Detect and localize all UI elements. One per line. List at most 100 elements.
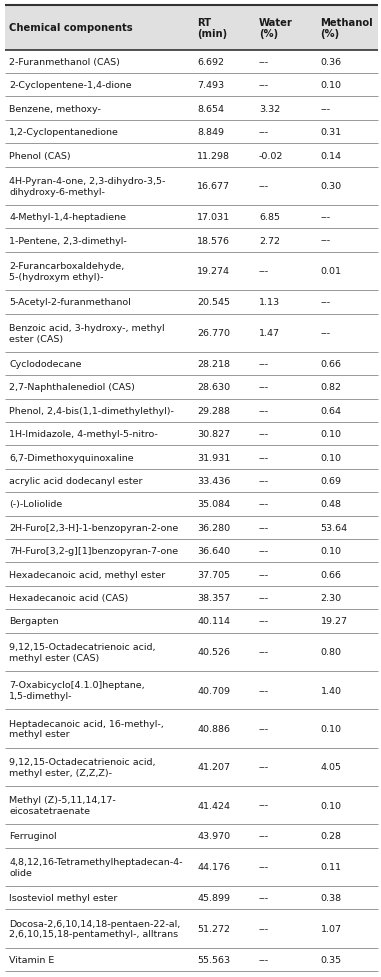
Text: 1.47: 1.47 (259, 329, 280, 338)
Text: 0.10: 0.10 (320, 724, 341, 733)
Text: ---: --- (259, 547, 269, 556)
Text: 0.10: 0.10 (320, 453, 341, 462)
Text: Docosa-2,6,10,14,18-pentaen-22-al,
2,6,10,15,18-pentamethyl-, alltrans: Docosa-2,6,10,14,18-pentaen-22-al, 2,6,1… (9, 918, 180, 938)
Text: 0.01: 0.01 (320, 267, 341, 276)
Text: 1-Pentene, 2,3-dimethyl-: 1-Pentene, 2,3-dimethyl- (9, 236, 127, 245)
Text: 1.40: 1.40 (320, 686, 341, 695)
Text: 40.114: 40.114 (197, 616, 231, 626)
Text: ---: --- (259, 128, 269, 137)
Text: 2.30: 2.30 (320, 593, 342, 603)
Text: ---: --- (259, 453, 269, 462)
Text: 0.14: 0.14 (320, 151, 341, 160)
Text: Isosteviol methyl ester: Isosteviol methyl ester (9, 893, 117, 902)
Text: ---: --- (259, 762, 269, 772)
Text: 36.280: 36.280 (197, 524, 231, 532)
Text: 0.80: 0.80 (320, 648, 341, 657)
Text: ---: --- (259, 571, 269, 579)
Text: ---: --- (259, 58, 269, 66)
Text: 4.05: 4.05 (320, 762, 341, 772)
Text: 0.10: 0.10 (320, 801, 341, 810)
Text: 0.31: 0.31 (320, 128, 342, 137)
Text: ---: --- (259, 81, 269, 90)
Text: 0.64: 0.64 (320, 406, 341, 415)
Text: 1H-Imidazole, 4-methyl-5-nitro-: 1H-Imidazole, 4-methyl-5-nitro- (9, 430, 158, 439)
Text: Hexadecanoic acid (CAS): Hexadecanoic acid (CAS) (9, 593, 128, 603)
Text: 18.576: 18.576 (197, 236, 231, 245)
Text: 6.85: 6.85 (259, 213, 280, 222)
Text: 2-Furanmethanol (CAS): 2-Furanmethanol (CAS) (9, 58, 120, 66)
Text: ---: --- (320, 329, 331, 338)
Text: 11.298: 11.298 (197, 151, 231, 160)
Text: 2H-Furo[2,3-H]-1-benzopyran-2-one: 2H-Furo[2,3-H]-1-benzopyran-2-one (9, 524, 178, 532)
Text: 28.630: 28.630 (197, 383, 231, 392)
Text: 40.709: 40.709 (197, 686, 231, 695)
Bar (5, 6, 378, 51)
Text: 33.436: 33.436 (197, 477, 231, 486)
Text: Methanol
(%): Methanol (%) (320, 18, 373, 39)
Text: 4-Methyl-1,4-heptadiene: 4-Methyl-1,4-heptadiene (9, 213, 126, 222)
Text: 0.66: 0.66 (320, 571, 341, 579)
Text: 0.66: 0.66 (320, 360, 341, 368)
Text: (-)-Loliolide: (-)-Loliolide (9, 500, 62, 509)
Text: ---: --- (259, 648, 269, 657)
Text: Heptadecanoic acid, 16-methyl-,
methyl ester: Heptadecanoic acid, 16-methyl-, methyl e… (9, 719, 164, 739)
Text: ---: --- (320, 213, 331, 222)
Text: 36.640: 36.640 (197, 547, 231, 556)
Text: 0.10: 0.10 (320, 547, 341, 556)
Text: 51.272: 51.272 (197, 924, 231, 933)
Text: Cyclododecane: Cyclododecane (9, 360, 82, 368)
Text: 1.07: 1.07 (320, 924, 341, 933)
Text: 8.849: 8.849 (197, 128, 224, 137)
Text: 41.207: 41.207 (197, 762, 231, 772)
Text: Hexadecanoic acid, methyl ester: Hexadecanoic acid, methyl ester (9, 571, 165, 579)
Text: 26.770: 26.770 (197, 329, 231, 338)
Text: ---: --- (259, 500, 269, 509)
Text: 0.69: 0.69 (320, 477, 341, 486)
Text: RT
(min): RT (min) (197, 18, 227, 39)
Text: Phenol (CAS): Phenol (CAS) (9, 151, 70, 160)
Text: 20.545: 20.545 (197, 298, 231, 307)
Text: 6,7-Dimethoxyquinoxaline: 6,7-Dimethoxyquinoxaline (9, 453, 134, 462)
Text: 29.288: 29.288 (197, 406, 231, 415)
Text: 8.654: 8.654 (197, 105, 224, 113)
Text: 0.10: 0.10 (320, 430, 341, 439)
Text: ---: --- (259, 267, 269, 276)
Text: 0.11: 0.11 (320, 863, 341, 871)
Text: ---: --- (259, 430, 269, 439)
Text: ---: --- (259, 955, 269, 964)
Text: 41.424: 41.424 (197, 801, 231, 810)
Text: acrylic acid dodecanyl ester: acrylic acid dodecanyl ester (9, 477, 142, 486)
Text: ---: --- (320, 298, 331, 307)
Text: Methyl (Z)-5,11,14,17-
eicosatetraenate: Methyl (Z)-5,11,14,17- eicosatetraenate (9, 795, 116, 815)
Text: Bergapten: Bergapten (9, 616, 59, 626)
Text: 2,7-Naphthalenediol (CAS): 2,7-Naphthalenediol (CAS) (9, 383, 135, 392)
Text: 28.218: 28.218 (197, 360, 231, 368)
Text: 7H-Furo[3,2-g][1]benzopyran-7-one: 7H-Furo[3,2-g][1]benzopyran-7-one (9, 547, 178, 556)
Text: 1.13: 1.13 (259, 298, 280, 307)
Text: Ferruginol: Ferruginol (9, 831, 57, 840)
Text: Phenol, 2,4-bis(1,1-dimethylethyl)-: Phenol, 2,4-bis(1,1-dimethylethyl)- (9, 406, 174, 415)
Text: Chemical components: Chemical components (9, 23, 133, 33)
Text: ---: --- (259, 524, 269, 532)
Text: ---: --- (259, 406, 269, 415)
Text: ---: --- (320, 105, 331, 113)
Text: 7.493: 7.493 (197, 81, 224, 90)
Text: 0.38: 0.38 (320, 893, 342, 902)
Text: Water
(%): Water (%) (259, 18, 293, 39)
Text: 17.031: 17.031 (197, 213, 231, 222)
Text: 2-Cyclopentene-1,4-dione: 2-Cyclopentene-1,4-dione (9, 81, 131, 90)
Text: 0.36: 0.36 (320, 58, 342, 66)
Text: 9,12,15-Octadecatrienoic acid,
methyl ester (CAS): 9,12,15-Octadecatrienoic acid, methyl es… (9, 642, 155, 662)
Text: ---: --- (259, 724, 269, 733)
Text: 16.677: 16.677 (197, 182, 231, 191)
Text: 37.705: 37.705 (197, 571, 231, 579)
Text: 2.72: 2.72 (259, 236, 280, 245)
Text: 5-Acetyl-2-furanmethanol: 5-Acetyl-2-furanmethanol (9, 298, 131, 307)
Text: 44.176: 44.176 (197, 863, 231, 871)
Text: 9,12,15-Octadecatrienoic acid,
methyl ester, (Z,Z,Z)-: 9,12,15-Octadecatrienoic acid, methyl es… (9, 757, 155, 777)
Text: ---: --- (259, 383, 269, 392)
Text: ---: --- (320, 236, 331, 245)
Text: 1,2-Cyclopentanedione: 1,2-Cyclopentanedione (9, 128, 119, 137)
Text: 0.35: 0.35 (320, 955, 342, 964)
Text: 40.886: 40.886 (197, 724, 231, 733)
